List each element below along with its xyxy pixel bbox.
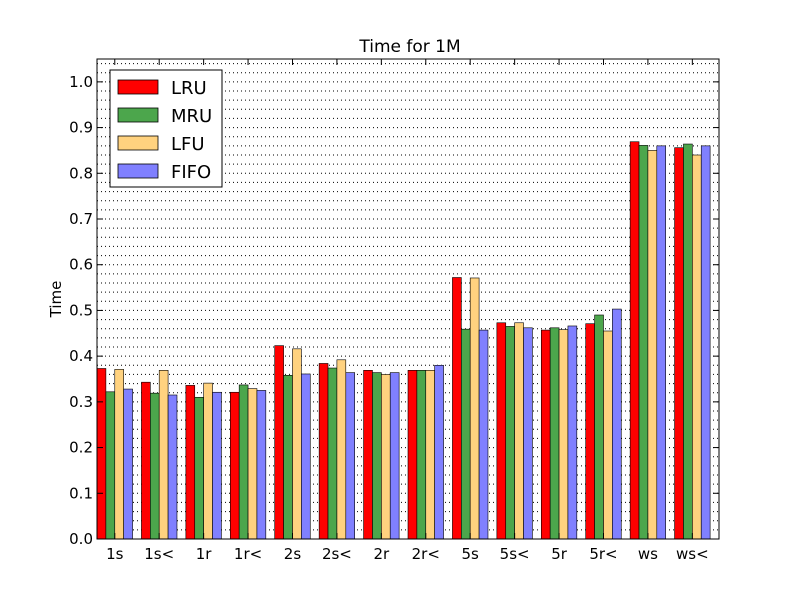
bar-fifo-5s< — [523, 327, 533, 540]
bar-lfu-2s — [292, 348, 302, 540]
bar-mru-2r — [372, 372, 382, 540]
bar-fifo-1r< — [256, 390, 267, 540]
y-tick-label: 0.4 — [69, 347, 93, 365]
y-tick-label: 1.0 — [69, 73, 93, 91]
bar-lru-ws — [629, 141, 640, 540]
y-axis-label: Time — [47, 281, 65, 319]
bar-lfu-1r — [203, 382, 213, 540]
y-tick-label: 0.7 — [69, 210, 93, 228]
bar-fifo-5s — [478, 329, 489, 540]
bar-fifo-5r< — [612, 308, 622, 540]
bar-lru-5r< — [585, 323, 595, 540]
plot-frame — [96, 58, 720, 540]
legend-swatch-lfu — [117, 135, 159, 151]
legend-label-lfu: LFU — [171, 134, 205, 155]
x-tick-label: 2r — [373, 545, 390, 563]
bar-fifo-1r — [212, 391, 222, 540]
y-tick-label: 0.2 — [69, 439, 93, 457]
bar-fifo-1s< — [167, 394, 178, 540]
bar-fifo-2r — [389, 372, 400, 540]
x-tick-label: 5r — [551, 545, 568, 563]
bar-mru-ws< — [683, 143, 693, 540]
y-tick-label: 0.5 — [69, 301, 93, 319]
bar-lfu-5r — [558, 329, 569, 540]
bar-lfu-5s — [469, 277, 480, 540]
bar-lfu-5r< — [603, 330, 613, 540]
bar-lru-1r< — [229, 391, 240, 540]
bar-lfu-1r< — [247, 388, 258, 540]
bar-lfu-ws — [647, 150, 658, 540]
bar-lfu-1s — [114, 369, 124, 540]
bar-mru-1r< — [238, 384, 249, 540]
legend: LRU MRU LFU FIFO — [109, 69, 223, 188]
legend-label-lru: LRU — [171, 78, 207, 99]
bar-lru-1s — [96, 368, 107, 540]
bar-lru-5s — [452, 277, 462, 540]
bar-lru-1s< — [141, 381, 151, 540]
x-tick-label: 5r< — [589, 545, 617, 563]
x-tick-label: 1r< — [234, 545, 262, 563]
bar-mru-ws — [638, 145, 649, 540]
y-tick-label: 0.6 — [69, 256, 93, 274]
x-tick-label: 2s — [284, 545, 302, 563]
x-tick-label: 1s — [106, 545, 124, 563]
bar-lfu-5s< — [514, 322, 524, 540]
bar-fifo-2r< — [434, 364, 444, 540]
bar-lfu-2s< — [336, 359, 347, 540]
bar-fifo-2s< — [345, 372, 355, 540]
bar-fifo-5r — [567, 325, 578, 540]
x-tick-label: 5s< — [500, 545, 530, 563]
bar-lfu-2r< — [425, 370, 435, 540]
y-tick-label: 0.3 — [69, 393, 93, 411]
bar-mru-2s — [283, 375, 293, 540]
bar-mru-5r — [549, 327, 560, 540]
chart-title: Time for 1M — [358, 37, 460, 57]
x-tick-label: 5s — [462, 545, 480, 563]
bar-lru-5s< — [496, 322, 507, 540]
y-tick-label: 0.8 — [69, 164, 93, 182]
legend-label-mru: MRU — [171, 106, 212, 127]
x-tick-label: ws< — [676, 545, 709, 563]
bar-lru-5r — [540, 329, 551, 540]
bar-fifo-ws — [656, 145, 666, 540]
bars — [96, 141, 711, 540]
x-tick-label: 2s< — [322, 545, 352, 563]
y-tick-label: 0.0 — [69, 530, 93, 548]
bar-lru-2s — [274, 345, 284, 540]
bar-mru-1s< — [150, 392, 160, 540]
bar-lfu-1s< — [158, 370, 169, 540]
y-tick-label: 0.1 — [69, 484, 93, 502]
axis-ticks: 0.0 0.1 0.2 0.3 0.4 0.5 0.6 0.7 0.8 0.9 1.0 1s 1s< 1r… — [69, 59, 719, 563]
x-tick-label: ws — [638, 545, 658, 563]
bar-lfu-2r — [381, 374, 391, 540]
bar-lru-2s< — [318, 363, 329, 540]
bar-lru-2r — [363, 370, 373, 540]
bar-mru-1s — [105, 391, 116, 540]
bar-mru-2s< — [327, 367, 338, 540]
legend-swatch-mru — [117, 107, 159, 123]
bar-mru-5s — [461, 328, 471, 540]
bar-mru-5s< — [505, 326, 515, 540]
x-tick-label: 2r< — [412, 545, 440, 563]
legend-swatch-fifo — [117, 163, 159, 179]
bar-lru-ws< — [674, 147, 684, 540]
x-tick-label: 1r — [196, 545, 213, 563]
bar-mru-5r< — [594, 314, 604, 540]
y-tick-label: 0.9 — [69, 119, 93, 137]
legend-label-fifo: FIFO — [171, 162, 211, 183]
bar-fifo-1s — [123, 388, 133, 540]
bar-mru-2r< — [416, 370, 427, 540]
x-tick-label: 1s< — [144, 545, 174, 563]
bar-fifo-2s — [301, 373, 311, 540]
bar-lru-1r — [185, 385, 196, 540]
bar-fifo-ws< — [700, 145, 711, 540]
bar-lru-2r< — [407, 370, 418, 540]
legend-swatch-lru — [117, 79, 159, 95]
bar-lfu-ws< — [692, 154, 702, 540]
bar-mru-1r — [194, 396, 204, 540]
